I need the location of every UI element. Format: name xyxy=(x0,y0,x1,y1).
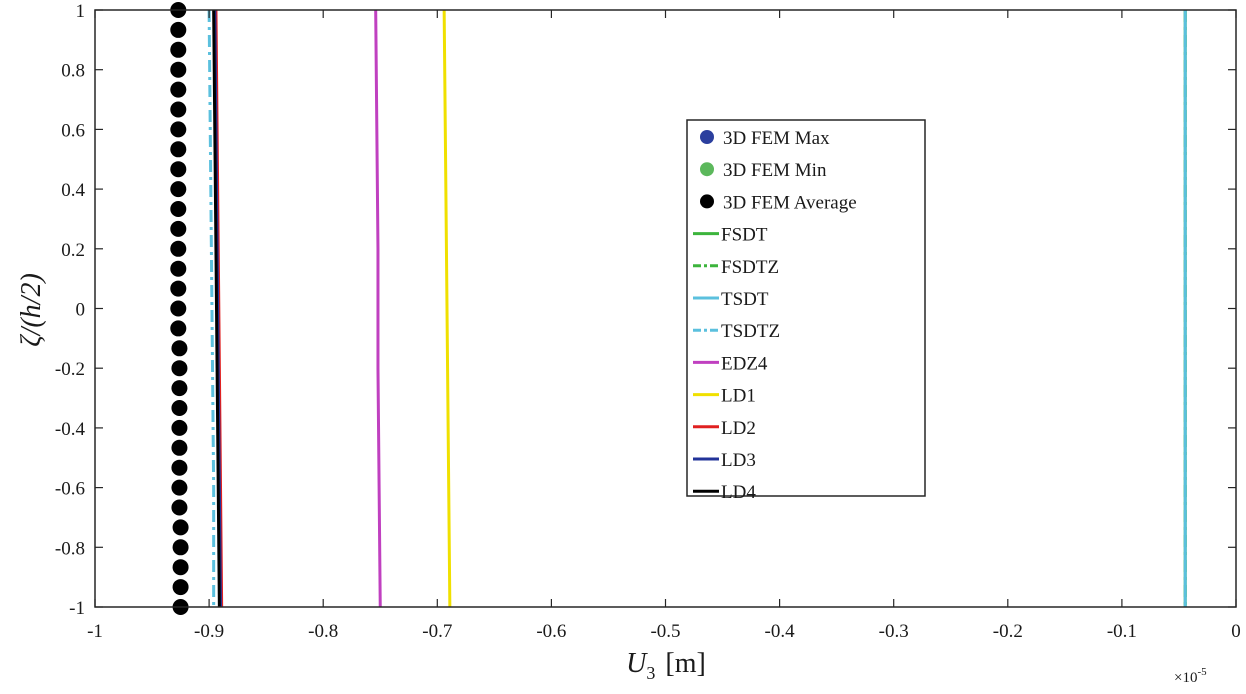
x-axis-label: U3 [m] xyxy=(626,648,706,683)
x-tick-label: 0 xyxy=(1231,621,1241,642)
x-tick-label: -0.2 xyxy=(993,621,1023,642)
data-point-3d-fem-average xyxy=(170,300,187,317)
data-point-3d-fem-average xyxy=(170,21,187,38)
legend-label-ld3: LD3 xyxy=(721,450,756,471)
y-tick-label: 0.8 xyxy=(61,61,85,82)
data-point-3d-fem-average xyxy=(170,201,187,218)
legend-label-fsdtz: FSDTZ xyxy=(721,257,779,278)
x-tick-label: -0.9 xyxy=(194,621,224,642)
data-point-3d-fem-average xyxy=(170,61,187,78)
y-tick-label: 0.6 xyxy=(61,120,85,141)
legend-label-3d-fem-max: 3D FEM Max xyxy=(723,128,830,149)
data-point-3d-fem-average xyxy=(170,181,187,198)
data-point-3d-fem-average xyxy=(170,220,187,237)
x-axis-exponent: ×10-5 xyxy=(1174,666,1207,686)
data-point-3d-fem-average xyxy=(170,260,187,277)
legend-label-tsdtz: TSDTZ xyxy=(721,321,780,342)
legend-label-ld4: LD4 xyxy=(721,482,756,503)
y-tick-label: -0.4 xyxy=(55,419,86,440)
legend-label-tsdt: TSDT xyxy=(721,289,769,310)
data-point-3d-fem-average xyxy=(171,439,188,456)
legend-marker-3d-fem-min xyxy=(700,162,714,177)
series-line-ld4 xyxy=(212,9,221,608)
y-tick-label: 0.4 xyxy=(61,180,85,201)
data-point-3d-fem-average xyxy=(171,459,188,476)
y-tick-label: -0.8 xyxy=(55,538,85,559)
plot-area xyxy=(95,10,1236,607)
x-tick-label: -0.6 xyxy=(536,621,566,642)
legend-label-ld2: LD2 xyxy=(721,418,756,439)
data-point-3d-fem-average xyxy=(170,280,187,297)
y-axis-label: ζ/(h/2) xyxy=(16,273,47,347)
y-axis: 1 0.8 0.6 0.4 0.2 0 -0.2 -0.4 -0.6 -0.8 -1 xyxy=(55,1,1236,619)
data-point-3d-fem-average xyxy=(171,380,188,397)
x-axis-label-main: U xyxy=(626,648,648,679)
y-tick-label: 0 xyxy=(76,300,86,321)
series-lines xyxy=(207,9,1187,608)
data-point-3d-fem-average xyxy=(171,340,188,357)
legend-label-3d-fem-min: 3D FEM Min xyxy=(723,160,827,181)
legend-box xyxy=(686,119,926,497)
x-axis-label-unit: [m] xyxy=(665,648,705,679)
legend-label-ld1: LD1 xyxy=(721,386,756,407)
x-tick-label: -0.8 xyxy=(308,621,338,642)
data-point-3d-fem-average xyxy=(171,479,188,496)
data-point-3d-fem-average xyxy=(171,399,188,416)
legend-label-edz4: EDZ4 xyxy=(721,353,768,374)
series-line-edz4 xyxy=(374,9,382,608)
data-point-3d-fem-average xyxy=(170,320,187,337)
data-point-3d-fem-average xyxy=(170,81,187,98)
x-tick-label: -0.1 xyxy=(1107,621,1137,642)
series-markers xyxy=(170,2,189,615)
x-axis-label-sub: 3 xyxy=(646,663,655,683)
data-point-3d-fem-average xyxy=(171,499,188,516)
y-tick-label: 0.2 xyxy=(61,240,85,261)
legend-marker-3d-fem-average xyxy=(700,194,714,209)
data-point-3d-fem-average xyxy=(172,539,189,556)
x-axis: -1 -0.9 -0.8 -0.7 -0.6 -0.5 -0.4 -0.3 -0.2 -0.1 0 xyxy=(87,10,1241,642)
data-point-3d-fem-average xyxy=(172,519,189,536)
x-tick-label: -1 xyxy=(87,621,103,642)
data-point-3d-fem-average xyxy=(170,41,187,58)
legend-label-fsdt: FSDT xyxy=(721,225,768,246)
data-point-3d-fem-average xyxy=(170,240,187,257)
x-tick-label: -0.3 xyxy=(879,621,909,642)
y-tick-label: -1 xyxy=(69,598,85,619)
data-point-3d-fem-average xyxy=(171,360,188,377)
legend-marker-3d-fem-max xyxy=(700,130,714,144)
x-axis-exponent-power: -5 xyxy=(1197,666,1207,678)
series-line-ld1 xyxy=(442,9,452,608)
x-tick-label: -0.5 xyxy=(650,621,680,642)
data-point-3d-fem-average xyxy=(172,559,189,576)
y-tick-label: -0.6 xyxy=(55,479,85,500)
x-tick-label: -0.4 xyxy=(765,621,796,642)
y-tick-label: 1 xyxy=(76,1,86,22)
data-point-3d-fem-average xyxy=(171,419,188,436)
data-point-3d-fem-average xyxy=(170,101,187,118)
legend-label-3d-fem-average: 3D FEM Average xyxy=(723,192,857,213)
x-axis-exponent-base: ×10 xyxy=(1174,670,1197,686)
x-tick-label: -0.7 xyxy=(422,621,452,642)
y-tick-label: -0.2 xyxy=(55,359,85,380)
data-point-3d-fem-average xyxy=(170,161,187,178)
data-point-3d-fem-average xyxy=(172,579,189,596)
data-point-3d-fem-average xyxy=(170,141,187,158)
data-point-3d-fem-average xyxy=(170,121,187,138)
legend: 3D FEM Max 3D FEM Min 3D FEM Average FSDT FS… xyxy=(686,119,926,503)
